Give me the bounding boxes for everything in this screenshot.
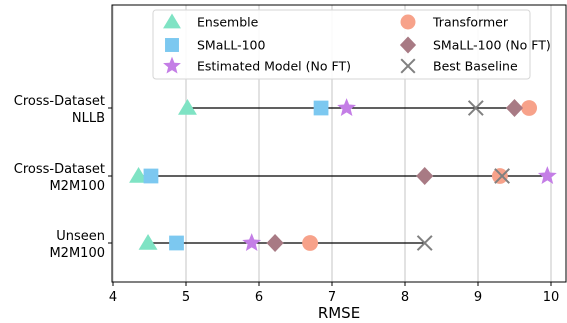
range-lines — [138, 107, 548, 244]
x-axis-ticks: 4 5 6 7 8 9 10 — [109, 282, 559, 305]
legend-label-diamond: SMaLL-100 (No FT) — [433, 38, 551, 53]
legend-marker-triangle — [163, 13, 181, 29]
legend-marker-diamond — [399, 36, 417, 54]
point-x-nllb — [467, 100, 484, 116]
legend: Ensemble SMaLL-100 Estimated Model (No FT)… — [152, 9, 551, 80]
legend-label-circle: Transformer — [432, 15, 509, 30]
legend-marker-star — [163, 56, 181, 74]
point-triangle-m2m — [129, 167, 148, 183]
x-tick-label-8: 8 — [401, 290, 409, 305]
legend-label-square: SMaLL-100 — [197, 38, 266, 53]
point-star-nllb — [337, 98, 357, 117]
y-tick-label-nllb-0: Cross-Dataset — [14, 94, 105, 109]
legend-marker-x — [400, 58, 416, 74]
point-x-m2m — [494, 168, 510, 184]
legend-marker-square — [165, 38, 179, 52]
x-tick-label-7: 7 — [328, 290, 336, 305]
point-diamond-nllb — [505, 99, 524, 117]
point-x-unseen — [416, 235, 433, 251]
point-triangle-unseen — [138, 234, 158, 250]
y-axis-ticks: Cross-Dataset NLLB Cross-Dataset M2M100 Unse… — [14, 94, 112, 261]
x-tick-label-6: 6 — [255, 290, 263, 305]
y-tick-label-m2m-0: Cross-Dataset — [14, 162, 105, 177]
x-tick-label-5: 5 — [182, 290, 190, 305]
point-square-m2m — [143, 168, 159, 184]
y-tick-label-nllb-1: NLLB — [72, 111, 105, 126]
legend-label-x: Best Baseline — [433, 59, 518, 74]
x-tick-label-4: 4 — [109, 290, 117, 305]
point-circle-m2m — [491, 168, 508, 184]
legend-label-triangle: Ensemble — [197, 15, 259, 30]
point-diamond-unseen — [266, 234, 284, 252]
point-star-unseen — [242, 233, 262, 252]
data-points — [129, 98, 557, 252]
point-diamond-m2m — [416, 167, 434, 185]
point-circle-nllb — [521, 100, 538, 116]
point-star-m2m — [537, 166, 557, 185]
legend-marker-circle — [400, 14, 416, 30]
x-tick-label-10: 10 — [543, 290, 560, 305]
point-square-unseen — [169, 235, 184, 251]
point-square-nllb — [313, 100, 329, 116]
point-circle-unseen — [302, 235, 319, 251]
x-tick-label-9: 9 — [474, 290, 482, 305]
y-tick-label-unseen-1: M2M100 — [49, 246, 105, 261]
plot-frame — [111, 4, 567, 283]
point-triangle-nllb — [178, 99, 197, 115]
legend-label-star: Estimated Model (No FT) — [197, 59, 351, 74]
legend-box — [152, 9, 531, 80]
x-axis-title: RMSE — [318, 304, 360, 322]
y-tick-label-unseen-0: Unseen — [56, 229, 105, 244]
y-tick-label-m2m-1: M2M100 — [49, 179, 105, 194]
